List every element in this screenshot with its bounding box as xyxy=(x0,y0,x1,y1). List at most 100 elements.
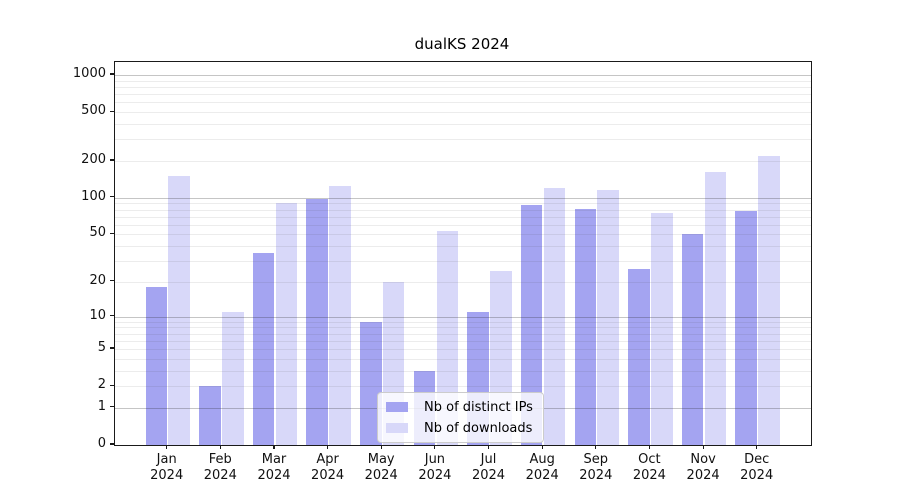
y-axis-tick-label-50: 50 xyxy=(89,225,106,241)
x-axis-tick-jan-2024 xyxy=(166,445,168,449)
bar-nb-of-distinct-ips-jan-2024 xyxy=(145,287,167,445)
bar-nb-of-downloads-sep-2024 xyxy=(597,190,619,445)
bar-nb-of-distinct-ips-nov-2024 xyxy=(681,234,704,445)
x-axis-tick-label-dec-2024: Dec 2024 xyxy=(740,452,774,483)
x-axis-tick-label-sep-2024: Sep 2024 xyxy=(579,452,613,483)
x-axis-tick-mar-2024 xyxy=(273,445,275,449)
bar-nb-of-distinct-ips-aug-2024 xyxy=(520,205,543,445)
bar-nb-of-downloads-jun-2024 xyxy=(436,231,459,445)
y-axis-tick-200 xyxy=(109,159,114,161)
gridline-major-10 xyxy=(115,316,811,318)
x-axis-tick-label-nov-2024: Nov 2024 xyxy=(686,452,720,483)
gridline-minor xyxy=(115,209,811,211)
bar-nb-of-downloads-nov-2024 xyxy=(704,171,727,445)
y-axis-tick-500 xyxy=(109,110,114,112)
gridline-minor xyxy=(115,124,811,125)
x-axis-tick-label-jul-2024: Jul 2024 xyxy=(471,452,506,483)
legend-swatch-distinct-ips xyxy=(386,402,408,412)
gridline-minor xyxy=(115,234,811,236)
bar-nb-of-downloads-apr-2024 xyxy=(329,186,351,445)
y-axis-tick-20 xyxy=(109,280,114,282)
x-axis-tick-feb-2024 xyxy=(219,445,221,449)
gridline-minor xyxy=(115,203,811,205)
y-axis-tick-label-1: 1 xyxy=(97,398,106,414)
gridline-minor xyxy=(115,321,811,323)
legend-label-downloads: Nb of downloads xyxy=(424,420,533,436)
gridlines-layer xyxy=(115,62,811,445)
gridline-minor xyxy=(115,327,811,329)
y-axis-tick-10 xyxy=(109,315,114,317)
x-axis-tick-apr-2024 xyxy=(327,445,329,449)
legend: Nb of distinct IPs Nb of downloads xyxy=(377,392,544,443)
y-axis-tick-label-2: 2 xyxy=(97,377,106,393)
bar-nb-of-distinct-ips-feb-2024 xyxy=(199,386,221,445)
bar-nb-of-distinct-ips-mar-2024 xyxy=(252,253,275,445)
x-axis-tick-sep-2024 xyxy=(595,445,597,449)
x-axis-tick-dec-2024 xyxy=(756,445,758,449)
x-axis-tick-label-oct-2024: Oct 2024 xyxy=(632,452,666,483)
y-axis-tick-1000 xyxy=(109,73,114,75)
gridline-minor xyxy=(115,94,811,96)
legend-item-downloads: Nb of downloads xyxy=(386,419,535,437)
gridline-minor xyxy=(115,224,811,226)
bar-nb-of-downloads-feb-2024 xyxy=(222,311,244,445)
bar-nb-of-downloads-dec-2024 xyxy=(758,155,780,445)
gridline-minor xyxy=(115,102,811,104)
gridline-minor xyxy=(115,80,811,82)
x-axis-tick-may-2024 xyxy=(380,445,382,449)
gridline-minor xyxy=(115,333,811,335)
gridline-minor xyxy=(115,358,811,360)
gridline-minor xyxy=(115,281,811,283)
plot-area xyxy=(114,61,812,446)
y-axis-tick-2 xyxy=(109,384,114,386)
bar-nb-of-distinct-ips-may-2024 xyxy=(360,321,382,445)
x-axis-tick-label-mar-2024: Mar 2024 xyxy=(257,452,291,483)
gridline-minor xyxy=(115,161,811,162)
y-axis-tick-50 xyxy=(109,232,114,234)
gridline-minor xyxy=(115,370,811,372)
bar-nb-of-distinct-ips-apr-2024 xyxy=(306,198,328,445)
y-axis-tick-100 xyxy=(109,196,114,198)
gridline-major-100 xyxy=(115,197,811,199)
bar-nb-of-distinct-ips-dec-2024 xyxy=(735,211,757,445)
gridline-major-1000 xyxy=(115,75,811,76)
x-axis-tick-label-jun-2024: Jun 2024 xyxy=(418,452,452,483)
gridline-minor xyxy=(115,112,811,114)
x-axis-tick-label-feb-2024: Feb 2024 xyxy=(203,452,237,483)
gridline-minor xyxy=(115,246,811,248)
y-axis-tick-label-0: 0 xyxy=(97,436,106,451)
y-axis-tick-label-500: 500 xyxy=(81,103,106,119)
x-axis-tick-label-may-2024: May 2024 xyxy=(364,452,398,483)
legend-item-distinct-ips: Nb of distinct IPs xyxy=(386,398,535,416)
bar-nb-of-downloads-aug-2024 xyxy=(543,187,566,445)
bar-nb-of-distinct-ips-oct-2024 xyxy=(628,268,650,445)
y-axis-tick-1 xyxy=(109,406,114,408)
x-axis-tick-label-apr-2024: Apr 2024 xyxy=(311,452,345,483)
chart-title: dualKS 2024 xyxy=(414,35,510,53)
x-axis-tick-oct-2024 xyxy=(648,445,650,449)
y-axis-tick-label-5: 5 xyxy=(97,340,106,355)
x-axis-tick-nov-2024 xyxy=(702,445,704,449)
y-axis-tick-label-20: 20 xyxy=(89,272,106,288)
y-axis-tick-label-1000: 1000 xyxy=(72,66,106,81)
bar-nb-of-downloads-oct-2024 xyxy=(651,213,673,445)
x-axis-tick-jun-2024 xyxy=(434,445,436,449)
y-axis-tick-label-10: 10 xyxy=(89,307,106,323)
gridline-minor xyxy=(115,139,811,141)
gridline-minor xyxy=(115,261,811,263)
bar-nb-of-downloads-jan-2024 xyxy=(168,176,190,445)
y-axis-tick-label-200: 200 xyxy=(81,152,106,167)
x-axis-tick-aug-2024 xyxy=(541,445,543,449)
gridline-minor xyxy=(115,86,811,88)
x-axis-tick-label-jan-2024: Jan 2024 xyxy=(150,452,184,483)
legend-label-distinct-ips: Nb of distinct IPs xyxy=(424,399,533,415)
bar-nb-of-downloads-mar-2024 xyxy=(275,203,298,445)
y-axis-tick-5 xyxy=(109,347,114,349)
gridline-minor xyxy=(115,340,811,342)
x-axis-tick-label-aug-2024: Aug 2024 xyxy=(525,452,559,483)
gridline-minor xyxy=(115,216,811,218)
legend-swatch-downloads xyxy=(386,423,408,433)
gridline-minor xyxy=(115,386,811,388)
bar-nb-of-distinct-ips-sep-2024 xyxy=(574,209,597,445)
